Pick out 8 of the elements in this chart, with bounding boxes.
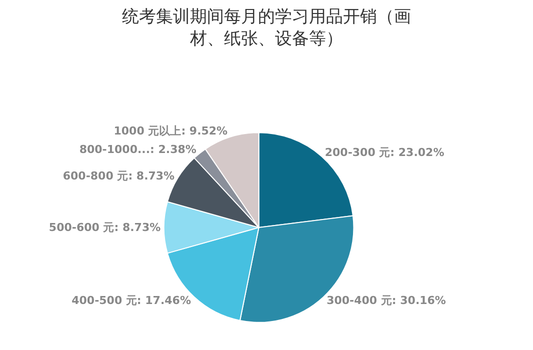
slice-label: 1000 元以上: 9.52% <box>114 124 228 138</box>
slice-label: 600-800 元: 8.73% <box>62 170 175 183</box>
slice-label: 800-1000...: 2.38% <box>79 142 196 156</box>
slice-label: 500-600 元: 8.73% <box>48 220 161 234</box>
slice-label: 400-500 元: 17.46% <box>72 294 191 308</box>
chart-title: 统考集训期间每月的学习用品开销（画材、纸张、设备等） <box>122 7 411 50</box>
slice-label: 200-300 元: 23.02% <box>324 146 444 160</box>
slice-label: 300-400 元: 30.16% <box>326 294 446 308</box>
